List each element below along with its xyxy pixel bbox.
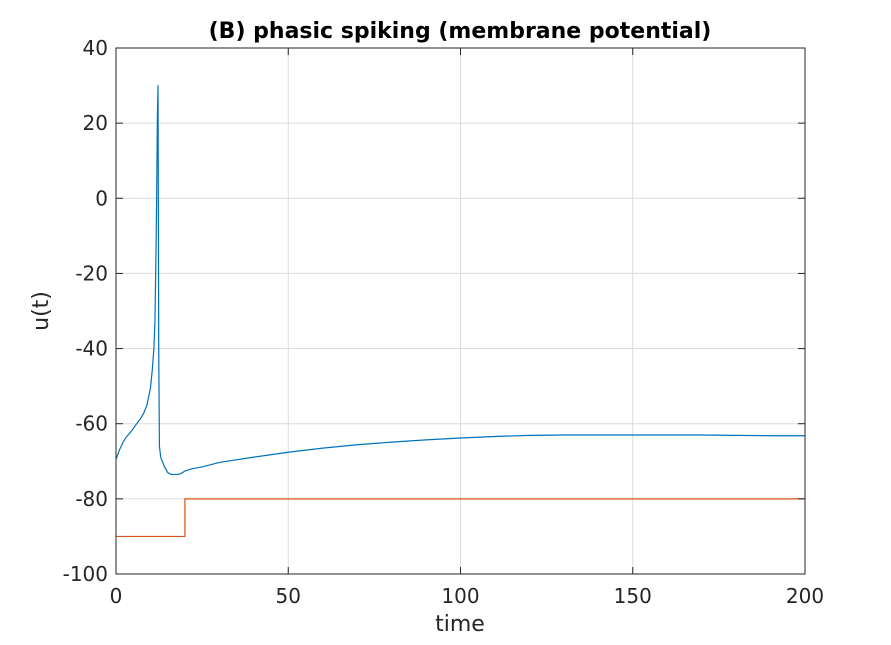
y-tick-label: 0 [95,186,108,210]
y-tick-label: 20 [83,111,108,135]
x-axis-label: time [435,612,485,637]
x-tick-label: 150 [614,584,652,608]
y-tick-label: -60 [75,412,108,436]
x-tick-label: 200 [786,584,824,608]
y-axis-label: u(t) [29,291,54,331]
y-tick-label: -100 [63,562,108,586]
input-current-line [116,498,805,538]
y-tick-label: -40 [75,337,108,361]
tick-layer [115,47,806,575]
chart-title: (B) phasic spiking (membrane potential) [209,19,712,44]
x-tick-label: 0 [110,584,123,608]
y-tick-label: -80 [75,487,108,511]
y-tick-label: -20 [75,261,108,285]
x-tick-label: 50 [276,584,301,608]
membrane-potential-line [115,84,805,476]
x-tick-label: 100 [441,584,479,608]
series-layer [115,84,805,538]
y-tick-label: 40 [83,36,108,60]
